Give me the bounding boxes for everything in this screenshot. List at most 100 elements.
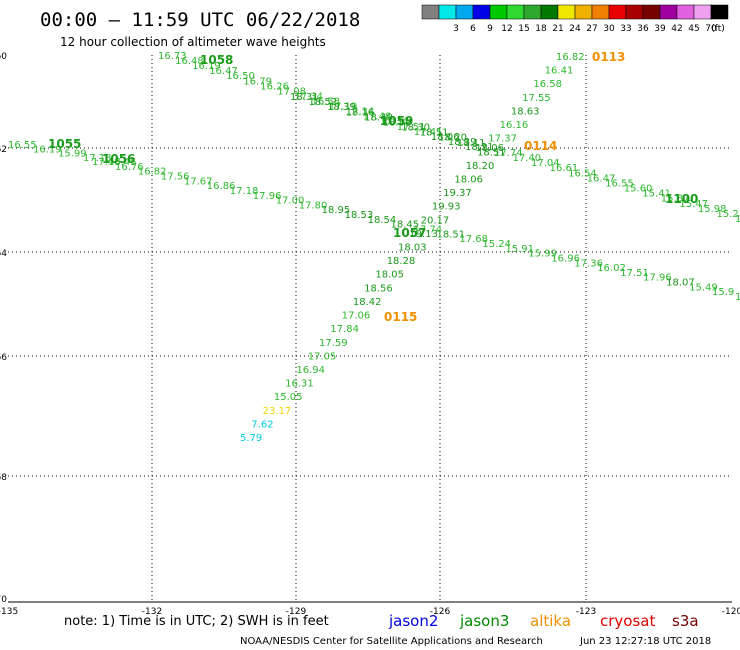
lon-tick-label: -120	[722, 607, 740, 617]
wave-height-value: 18.63	[511, 106, 540, 117]
wave-height-value: 16.50	[226, 71, 255, 82]
wave-height-value: 18.07	[666, 278, 695, 289]
lat-lon-grid	[8, 55, 732, 603]
wave-height-value: 15.99	[58, 149, 87, 160]
wave-height-value: 18.51	[477, 147, 506, 158]
wave-height-value: 18.53	[345, 210, 374, 221]
wave-height-value: 16.19	[33, 144, 62, 155]
latitude-tick-labels: -60 -62 -64 -66 -68 -70	[0, 52, 7, 605]
lon-tick-label: -126	[430, 607, 451, 617]
wave-height-value: 16.58	[533, 79, 562, 90]
legend-swatch	[506, 4, 525, 20]
wave-height-value: 16.47	[587, 173, 616, 184]
satellite-tracks: 16.7316.4816.1916.4716.5016.7916.2617.08…	[8, 50, 740, 444]
wave-height-value: 17.06	[342, 311, 371, 322]
wave-height-value: 17.48	[363, 112, 392, 123]
wave-height-value: 17.59	[319, 338, 348, 349]
wave-height-value: 16.54	[568, 168, 597, 179]
wave-height-value: 19.13	[409, 229, 438, 240]
wave-height-value: 18.39	[327, 102, 356, 113]
wave-height-value: 17.41	[414, 127, 443, 138]
color-legend: 3 6 9 12 15 18 21 24 27 30 33 36 39 42 45 70(ft)	[421, 4, 729, 34]
legend-swatch	[540, 4, 559, 20]
wave-height-value: 17.51	[397, 122, 426, 133]
track-1059: 18.3118.5218.3918.1618.4918.5918.3018.51…	[290, 92, 740, 225]
legend-label: 33	[620, 24, 631, 34]
wave-height-value: 17.08	[277, 86, 306, 97]
legend-label: 9	[487, 24, 493, 34]
wave-height-value: 17.56	[161, 172, 190, 183]
page-subtitle: 12 hour collection of altimeter wave hei…	[60, 35, 326, 49]
wave-height-value: 16.41	[545, 66, 574, 77]
wave-height-value: 16.96	[551, 253, 580, 264]
wave-height-value: 18.39	[448, 137, 477, 148]
wave-height-value: 18.30	[401, 123, 430, 134]
wave-height-value: 15.99	[528, 249, 557, 260]
satellite-name: cryosat	[600, 612, 655, 630]
wave-height-value: 16.55	[8, 140, 37, 151]
legend-label: 18	[535, 24, 547, 34]
lat-tick-label: -64	[0, 249, 7, 259]
wave-height-value: 16.76	[115, 162, 144, 173]
wave-height-value: 18.05	[375, 270, 404, 281]
wave-height-value: 18.56	[364, 283, 393, 294]
wave-height-value: 15.87	[661, 194, 690, 205]
wave-height-value: 18.20	[438, 133, 467, 144]
wave-height-value: 18.42	[353, 297, 382, 308]
wave-height-value: 17.84	[330, 324, 359, 335]
wave-height-value: 16.61	[550, 163, 579, 174]
pass-label: 0115	[384, 310, 417, 324]
wave-height-value: 15.9	[712, 287, 734, 298]
legend-label: 6	[470, 24, 476, 34]
pass-label: 1059	[380, 114, 413, 128]
legend-swatch	[523, 4, 542, 20]
wave-height-value: 17.68	[459, 234, 488, 245]
legend-swatch	[659, 4, 678, 20]
legend-label: 12	[501, 24, 512, 34]
footer-timestamp: Jun 23 12:27:18 UTC 2018	[579, 636, 711, 647]
lat-tick-label: -70	[0, 595, 7, 605]
track-0113: 16.82 16.41 16.58 17.55 18.63 16.16 17.37 18.51…	[240, 50, 625, 444]
lon-tick-label: -123	[576, 607, 596, 617]
wave-height-value: 15.24	[482, 239, 511, 250]
wave-height-value: 17.37	[488, 134, 517, 145]
wave-height-value: 16.82	[138, 167, 167, 178]
wave-height-value: 16.58	[312, 97, 341, 108]
legend-swatch	[625, 4, 644, 20]
wave-height-value: 16.73	[158, 51, 187, 62]
wave-height-value: 17.13	[83, 153, 112, 164]
wave-height-value: 19.37	[443, 188, 472, 199]
legend-swatch	[642, 4, 661, 20]
wave-height-value: 18.31	[290, 92, 319, 103]
lat-tick-label: -60	[0, 52, 7, 62]
legend-swatch	[608, 4, 627, 20]
lon-tick-label: -132	[142, 607, 162, 617]
wave-height-value: 17.67	[184, 176, 213, 187]
legend-label: 70	[705, 24, 717, 34]
wave-height-value: 17.7	[735, 292, 740, 303]
lat-tick-label: -68	[0, 473, 7, 483]
legend-swatch	[455, 4, 474, 20]
wave-height-value: 7.62	[251, 419, 273, 430]
satellite-name: jason2	[388, 612, 438, 630]
lon-tick-label: -129	[286, 607, 307, 617]
legend-label: 36	[637, 24, 649, 34]
satellite-name: s3a	[672, 612, 699, 630]
legend-label: 30	[603, 24, 615, 34]
satellite-name: altika	[530, 612, 571, 630]
legend-swatch	[489, 4, 508, 20]
wave-height-value: 17.51	[620, 268, 649, 279]
wave-height-value: 18.03	[398, 243, 427, 254]
wave-height-value: 16.45	[108, 157, 137, 168]
legend-swatch	[421, 4, 440, 20]
wave-height-value: 17.80	[299, 200, 328, 211]
wave-height-value: 18.45	[391, 220, 420, 231]
wave-height-value: 17.74	[414, 225, 443, 236]
lat-tick-label: -62	[0, 145, 7, 155]
wave-height-value: 23.17	[263, 406, 292, 417]
track-1058: 16.7316.4816.1916.4716.5016.7916.2617.08…	[158, 51, 494, 153]
wave-height-value: 15.41	[642, 189, 671, 200]
wave-height-value: 20.17	[421, 215, 450, 226]
